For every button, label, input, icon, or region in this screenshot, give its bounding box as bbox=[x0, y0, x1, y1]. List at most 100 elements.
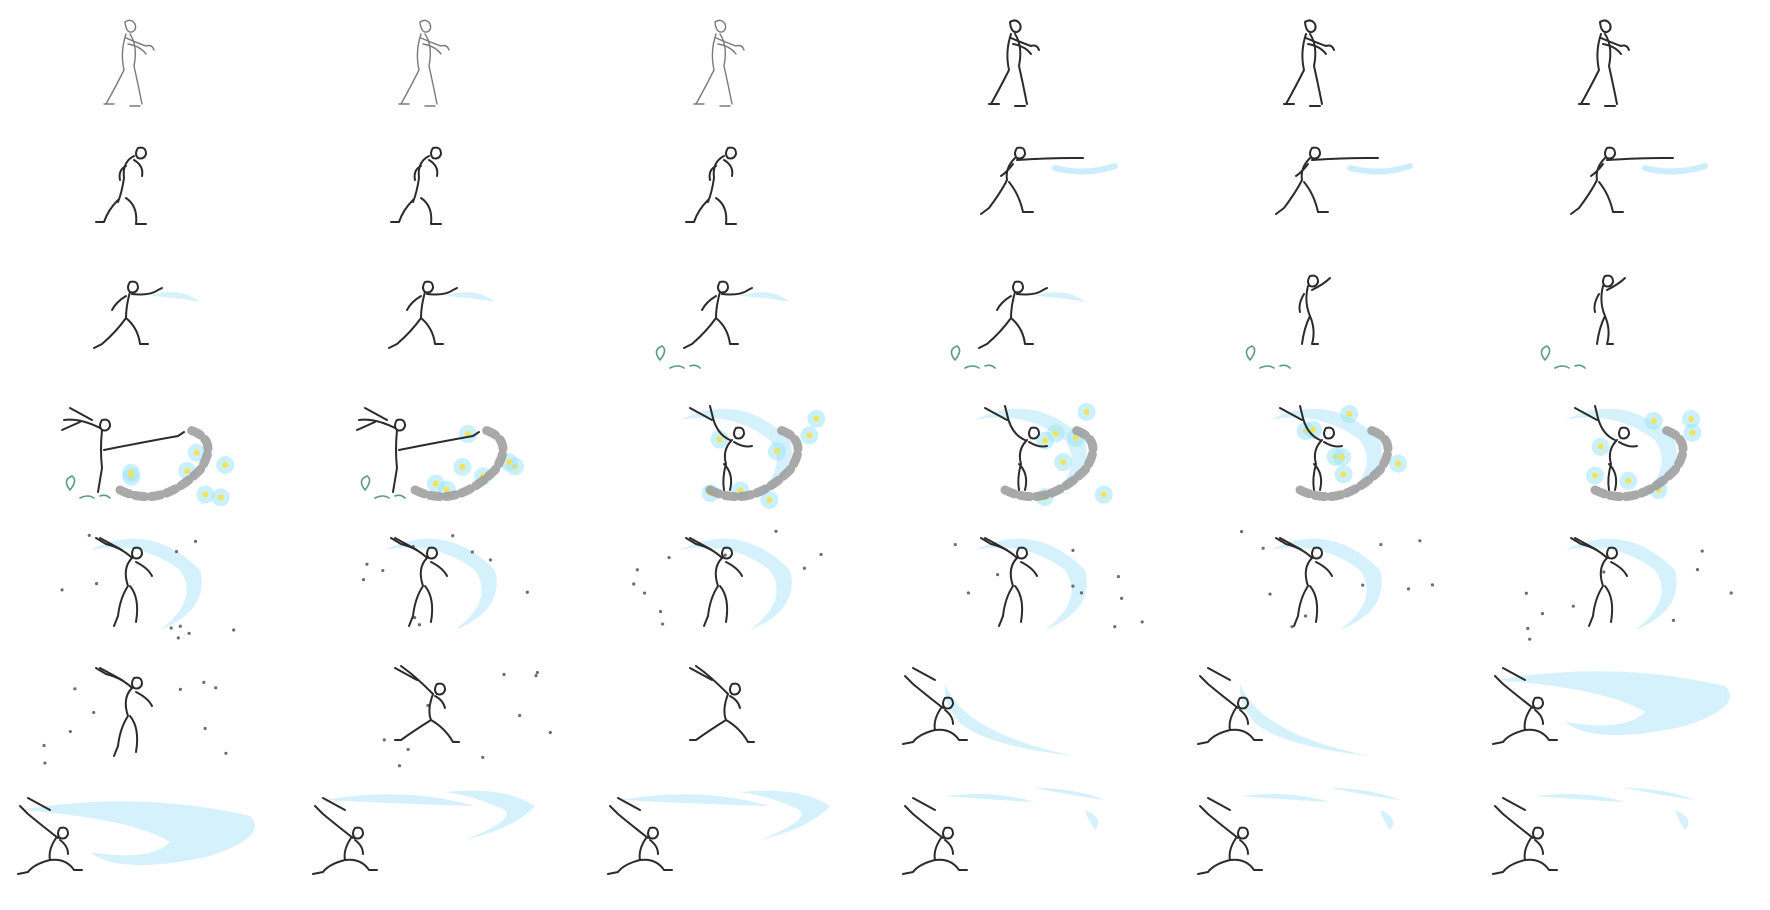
water-wave bbox=[20, 801, 255, 866]
figure-stroke bbox=[1237, 696, 1249, 710]
speck bbox=[1113, 625, 1117, 629]
speck bbox=[1430, 583, 1434, 587]
water-blade bbox=[1239, 684, 1370, 756]
figure-stroke bbox=[103, 103, 141, 107]
figure-kick bbox=[61, 418, 185, 493]
figure-stand bbox=[103, 19, 155, 107]
figure-stroke bbox=[1534, 709, 1544, 725]
frame-drawing bbox=[607, 790, 830, 875]
speck bbox=[174, 550, 179, 554]
spark bbox=[127, 469, 134, 476]
figure-stroke bbox=[19, 805, 59, 839]
figure-stroke bbox=[1607, 439, 1618, 491]
speck bbox=[413, 616, 417, 620]
spark bbox=[217, 494, 224, 501]
speck bbox=[1361, 583, 1365, 587]
water-wisp bbox=[740, 292, 790, 302]
figure-stroke bbox=[1010, 317, 1034, 345]
figure-stroke bbox=[934, 728, 968, 741]
figure-stroke bbox=[135, 561, 153, 577]
speck bbox=[1140, 620, 1144, 624]
figure-stroke bbox=[1016, 157, 1084, 161]
figure-stroke bbox=[1323, 441, 1343, 448]
figure-lunge bbox=[689, 665, 755, 743]
sword bbox=[689, 667, 713, 681]
figure-stroke bbox=[394, 693, 434, 741]
smoke-trail bbox=[1000, 425, 1098, 502]
figure-stroke bbox=[721, 546, 733, 560]
figure-stroke bbox=[125, 317, 149, 345]
figure-leap bbox=[685, 537, 743, 627]
frame-32 bbox=[295, 650, 590, 780]
figure-stroke bbox=[1229, 858, 1263, 871]
frame-drawing bbox=[988, 19, 1040, 107]
speck bbox=[667, 555, 671, 560]
speck bbox=[60, 588, 64, 592]
spark bbox=[806, 432, 813, 439]
figure-stroke bbox=[1283, 103, 1321, 107]
figure-stroke bbox=[1199, 675, 1239, 709]
frame-13 bbox=[0, 260, 295, 390]
water-arc bbox=[680, 538, 792, 630]
frame-23 bbox=[1180, 390, 1475, 520]
speck bbox=[1695, 568, 1700, 572]
frame-35 bbox=[1180, 650, 1475, 780]
spark bbox=[1592, 472, 1599, 479]
speck bbox=[723, 553, 727, 557]
figure-stroke bbox=[1309, 315, 1319, 345]
figure-stroke bbox=[135, 146, 147, 160]
figure-stroke bbox=[1307, 274, 1319, 288]
speck bbox=[382, 738, 386, 742]
frame-9 bbox=[590, 130, 885, 260]
speck bbox=[43, 761, 47, 765]
speck bbox=[535, 670, 539, 675]
speck bbox=[193, 539, 198, 543]
frame-drawing bbox=[1197, 788, 1400, 875]
sword bbox=[99, 537, 123, 551]
speck bbox=[518, 713, 522, 718]
figure-stroke bbox=[708, 165, 717, 181]
frame-22 bbox=[885, 390, 1180, 520]
speck bbox=[92, 710, 96, 715]
frame-drawing bbox=[93, 280, 200, 349]
figure-stroke bbox=[400, 665, 434, 695]
sword bbox=[984, 407, 1008, 421]
water-streak bbox=[1642, 163, 1708, 175]
figure-stroke bbox=[1303, 181, 1329, 213]
frame-drawing bbox=[61, 407, 235, 507]
smoke-trail bbox=[1295, 425, 1393, 502]
figure-crouch bbox=[390, 146, 442, 225]
frame-24 bbox=[1475, 390, 1770, 520]
figure-stroke bbox=[354, 839, 364, 855]
figure-spin bbox=[1004, 405, 1048, 491]
smoke-trail bbox=[705, 425, 803, 502]
speck bbox=[1261, 546, 1265, 550]
figure-stroke bbox=[422, 280, 434, 294]
figure-leap bbox=[980, 537, 1038, 627]
figure-stroke bbox=[131, 546, 143, 560]
figure-stroke bbox=[707, 155, 725, 203]
frame-drawing bbox=[1492, 667, 1730, 745]
figure-stroke bbox=[430, 719, 460, 743]
speck bbox=[224, 751, 228, 755]
figure-stroke bbox=[430, 561, 448, 577]
figure-stroke bbox=[1313, 463, 1323, 491]
speck bbox=[470, 550, 474, 554]
figure-stroke bbox=[419, 19, 432, 33]
figure-stroke bbox=[996, 295, 1012, 311]
figure-stroke bbox=[723, 463, 733, 491]
speck bbox=[178, 687, 182, 691]
debris-trail bbox=[65, 475, 111, 499]
figure-stroke bbox=[1312, 439, 1323, 491]
figure-stroke bbox=[944, 709, 954, 725]
speck bbox=[488, 558, 493, 562]
sword bbox=[1502, 667, 1526, 681]
frame-drawing bbox=[361, 534, 529, 630]
figure-stroke bbox=[344, 858, 378, 871]
figure-kick bbox=[356, 418, 480, 493]
figure-stroke bbox=[1618, 441, 1638, 448]
speck bbox=[1116, 574, 1120, 579]
spark bbox=[1052, 430, 1059, 437]
figure-reach bbox=[388, 280, 458, 349]
figure-stroke bbox=[424, 585, 434, 623]
